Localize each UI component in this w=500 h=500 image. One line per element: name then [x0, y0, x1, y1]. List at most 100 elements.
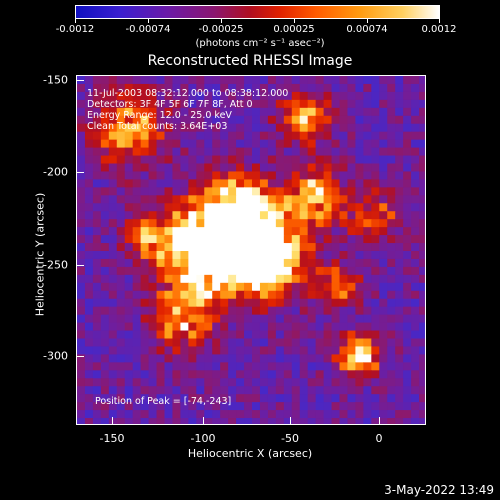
image-pixel: [275, 195, 285, 204]
image-pixel: [140, 203, 150, 212]
image-pixel: [299, 171, 309, 180]
image-pixel: [212, 147, 221, 157]
image-pixel: [339, 251, 349, 260]
image-pixel: [116, 179, 126, 188]
image-pixel: [100, 306, 110, 316]
image-pixel: [77, 115, 86, 125]
image-pixel: [363, 107, 372, 117]
image-pixel: [212, 131, 221, 141]
image-pixel: [188, 338, 197, 348]
image-pixel: [188, 155, 197, 165]
image-pixel: [339, 282, 349, 292]
image-pixel: [307, 91, 317, 101]
image-pixel: [204, 402, 213, 411]
image-pixel: [132, 219, 142, 228]
image-pixel: [411, 115, 420, 125]
image-pixel: [355, 251, 364, 260]
image-pixel: [307, 418, 317, 424]
image-pixel: [387, 147, 396, 157]
image-pixel: [164, 354, 174, 363]
image-pixel: [140, 187, 150, 196]
image-pixel: [236, 354, 245, 363]
image-pixel: [252, 203, 261, 212]
image-pixel: [331, 274, 341, 284]
image-pixel: [164, 274, 174, 284]
image-pixel: [387, 131, 396, 141]
image-pixel: [387, 227, 396, 236]
image-pixel: [92, 99, 102, 109]
image-pixel: [220, 243, 229, 252]
image-pixel: [259, 211, 269, 220]
x-tick-mark: [203, 417, 204, 425]
image-pixel: [108, 99, 118, 109]
image-pixel: [108, 115, 118, 125]
image-pixel: [252, 378, 261, 387]
image-pixel: [307, 203, 317, 212]
image-pixel: [395, 243, 404, 252]
image-pixel: [236, 211, 245, 220]
image-pixel: [148, 76, 158, 85]
image-pixel: [387, 306, 396, 316]
image-pixel: [132, 76, 142, 85]
image-pixel: [252, 83, 261, 93]
image-pixel: [411, 76, 420, 85]
image-pixel: [236, 203, 245, 212]
image-pixel: [259, 346, 269, 355]
image-pixel: [108, 107, 118, 117]
image-pixel: [331, 155, 341, 165]
image-pixel: [252, 107, 261, 117]
image-pixel: [132, 171, 142, 180]
image-pixel: [411, 346, 420, 355]
timestamp: 3-May-2022 13:49: [384, 483, 494, 497]
image-pixel: [124, 147, 134, 157]
image-pixel: [307, 171, 317, 180]
image-pixel: [339, 211, 349, 220]
image-pixel: [220, 171, 229, 180]
image-pixel: [77, 219, 86, 228]
image-pixel: [188, 378, 197, 387]
image-pixel: [172, 314, 181, 324]
image-pixel: [307, 83, 317, 93]
image-pixel: [212, 115, 221, 125]
image-pixel: [307, 123, 317, 133]
image-pixel: [180, 298, 189, 308]
image-pixel: [307, 322, 317, 332]
image-pixel: [347, 362, 356, 371]
image-pixel: [252, 163, 261, 173]
image-pixel: [108, 251, 118, 260]
image-pixel: [156, 354, 166, 363]
image-pixel: [291, 362, 301, 371]
image-pixel: [363, 378, 372, 387]
image-pixel: [92, 171, 102, 180]
image-pixel: [148, 418, 158, 424]
image-pixel: [267, 211, 277, 220]
image-pixel: [387, 83, 396, 93]
image-pixel: [188, 91, 197, 101]
image-pixel: [419, 314, 425, 324]
image-pixel: [291, 378, 301, 387]
image-pixel: [387, 187, 396, 196]
image-pixel: [291, 274, 301, 284]
image-pixel: [228, 370, 237, 379]
image-pixel: [275, 147, 285, 157]
image-pixel: [244, 187, 253, 196]
image-pixel: [148, 211, 158, 220]
image-pixel: [148, 219, 158, 228]
colorbar-label: 0.00074: [346, 24, 388, 35]
image-pixel: [132, 298, 142, 308]
image-pixel: [84, 251, 94, 260]
image-pixel: [156, 330, 166, 340]
image-pixel: [124, 410, 134, 419]
image-pixel: [323, 258, 333, 268]
image-pixel: [339, 314, 349, 324]
image-pixel: [204, 418, 213, 424]
image-pixel: [411, 251, 420, 260]
image-pixel: [124, 187, 134, 196]
image-pixel: [204, 211, 213, 220]
image-pixel: [379, 139, 388, 149]
image-pixel: [228, 394, 237, 403]
image-pixel: [132, 235, 142, 244]
image-pixel: [403, 107, 412, 117]
image-pixel: [323, 163, 333, 173]
image-pixel: [116, 91, 126, 101]
